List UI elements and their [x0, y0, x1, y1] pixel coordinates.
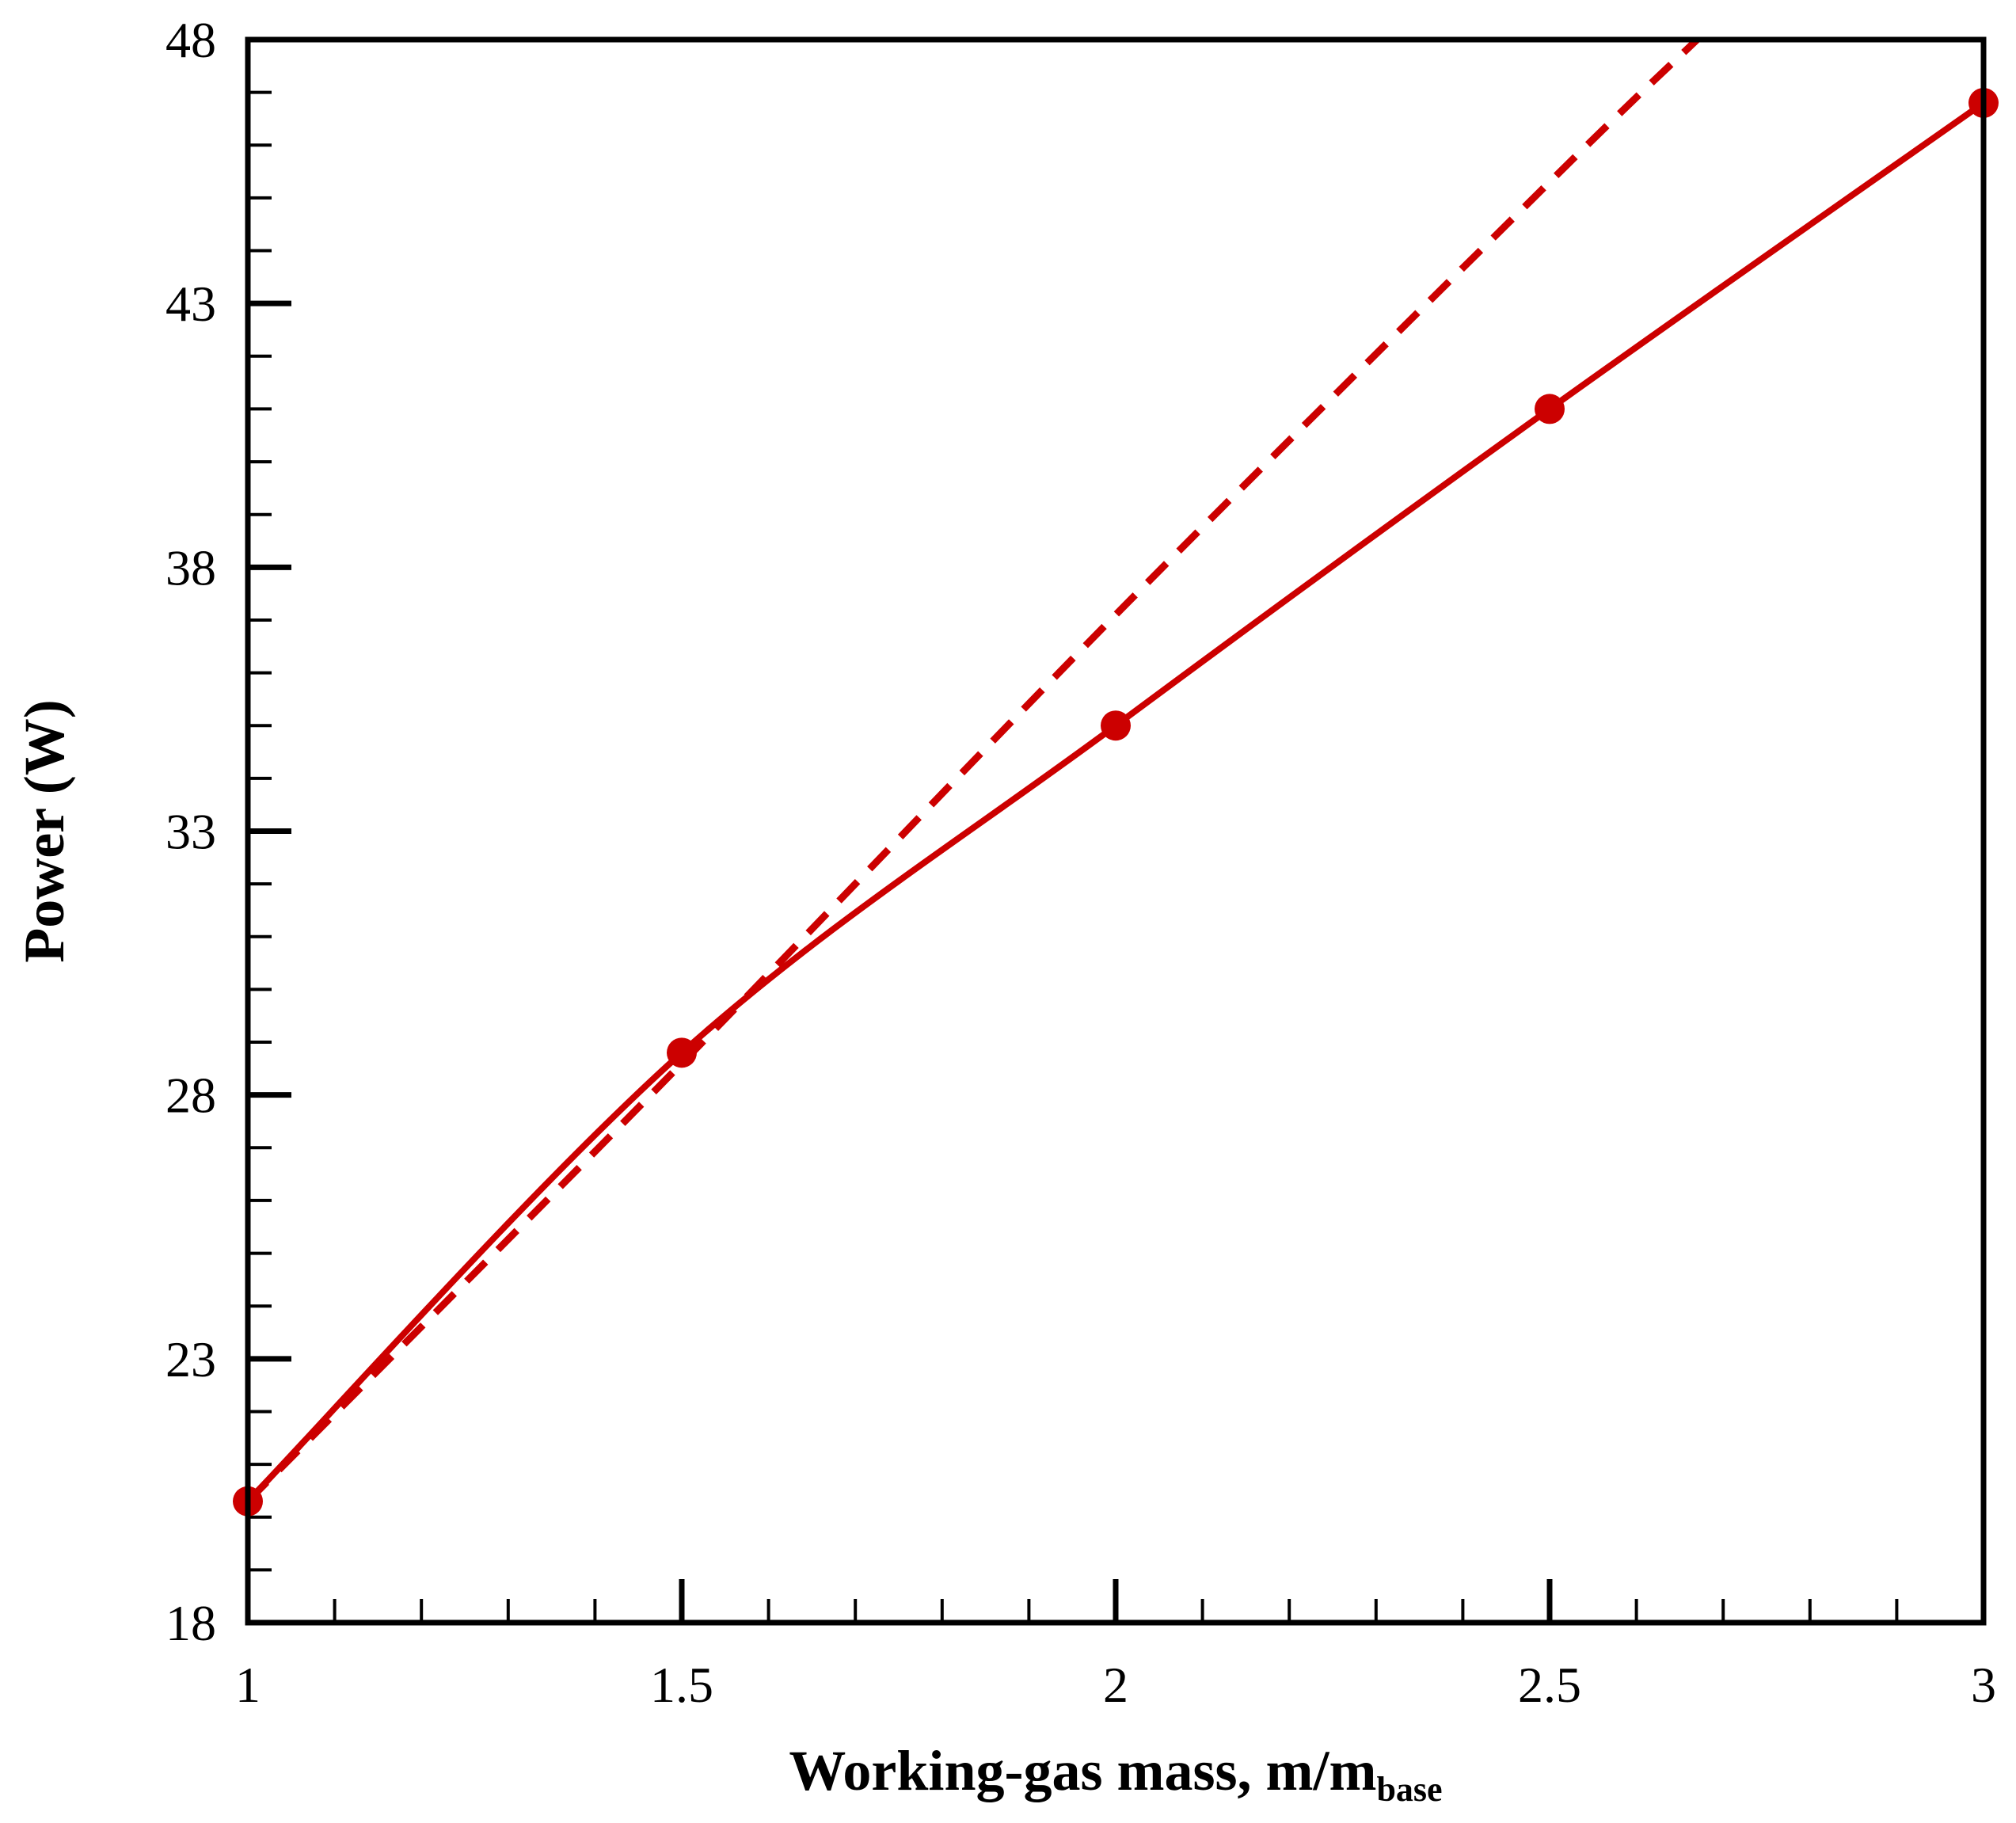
y-tick-label: 43: [165, 276, 216, 332]
y-tick-label: 48: [165, 12, 216, 68]
x-tick-label: 2: [1103, 1657, 1128, 1713]
y-tick-label: 23: [165, 1331, 216, 1387]
x-tick-label: 1: [235, 1657, 261, 1713]
axis-tick-labels: 1 1.5 2 2.5 3 18 23 28 33 38 43 48: [165, 12, 1996, 1713]
data-point-marker: [1101, 710, 1131, 741]
x-axis-title-main: Working-gas mass, m/m: [789, 1739, 1376, 1802]
axis-ticks: [245, 36, 1987, 1626]
series-layer: [233, 36, 1999, 1517]
y-tick-label: 18: [165, 1595, 216, 1651]
dashed-series-line: [245, 36, 1700, 1504]
x-tick-label: 3: [1971, 1657, 1996, 1713]
data-point-marker: [1535, 394, 1565, 424]
y-axis-title: Power (W): [13, 699, 76, 963]
x-axis-title-subscript: base: [1376, 1770, 1442, 1809]
y-tick-label: 38: [165, 539, 216, 596]
y-tick-label: 28: [165, 1068, 216, 1124]
x-tick-label: 1.5: [650, 1657, 713, 1713]
x-axis-title: Working-gas mass, m/mbase: [789, 1739, 1442, 1809]
plot-frame: [245, 36, 1987, 1626]
x-tick-label: 2.5: [1518, 1657, 1581, 1713]
solid-series-line: [245, 100, 1986, 1504]
y-tick-label: 33: [165, 804, 216, 860]
